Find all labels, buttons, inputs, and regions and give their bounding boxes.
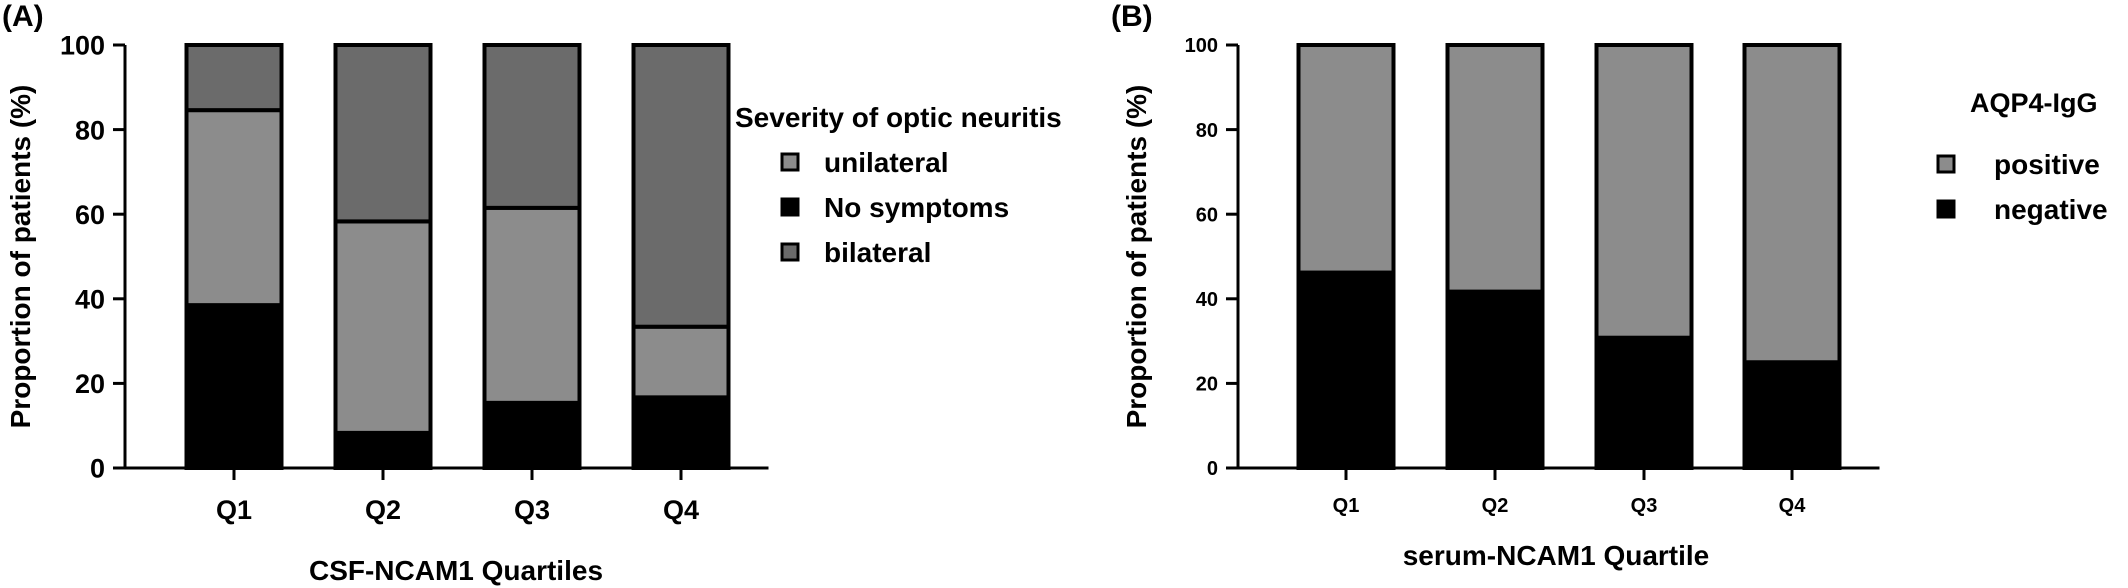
bar-segment-q4-bilateral xyxy=(631,43,731,329)
bar-segment-q3-no-symptoms xyxy=(482,400,582,470)
bar-segment-q2-no-symptoms xyxy=(333,430,433,470)
y-tick-label: 40 xyxy=(75,285,105,315)
bar-segment-q1-bilateral xyxy=(184,43,284,113)
legend-swatch-bilateral xyxy=(780,242,800,262)
bar-segment-q2-unilateral xyxy=(333,219,433,435)
panel-label-a: (A) xyxy=(2,0,44,33)
bar-segment-q2-bilateral xyxy=(333,43,433,224)
x-axis-label: CSF-NCAM1 Quartiles xyxy=(309,555,603,586)
y-tick-label: 0 xyxy=(90,454,105,484)
legend-label-no-symptoms: No symptoms xyxy=(824,192,1009,223)
bar-segment-q4-no-symptoms xyxy=(631,395,731,471)
y-tick-label: 100 xyxy=(60,31,105,61)
bar-segment-q4-positive xyxy=(1742,43,1842,365)
x-tick-label: Q3 xyxy=(514,495,550,525)
bar-segment-q3-unilateral xyxy=(482,205,582,405)
chart-b: 0 20 40 60 80 100 Q1 Q2 Q3 Q4 serum-NCAM1 Quartile… xyxy=(1121,35,2108,571)
y-axis-label: Proportion of patients (%) xyxy=(5,85,36,429)
bar-segment-q3-bilateral xyxy=(482,43,582,210)
legend-label-positive: positive xyxy=(1994,149,2100,180)
legend-label-unilateral: unilateral xyxy=(824,147,948,178)
legend-swatch-negative xyxy=(1936,199,1956,219)
legend-label-negative: negative xyxy=(1994,194,2108,225)
x-axis-label: serum-NCAM1 Quartile xyxy=(1403,540,1710,571)
bar-segment-q1-unilateral xyxy=(184,108,284,308)
x-tick-label: Q1 xyxy=(1333,495,1360,517)
legend-label-bilateral: bilateral xyxy=(824,237,931,268)
bar-segment-q1-no-symptoms xyxy=(184,303,284,470)
legend-swatch-no-symptoms xyxy=(780,197,800,217)
bar-segment-q4-unilateral xyxy=(631,324,731,400)
x-tick-label: Q4 xyxy=(1779,495,1807,517)
bar-segment-q1-positive xyxy=(1296,43,1396,275)
legend-swatch-unilateral xyxy=(780,152,800,172)
bar-segment-q2-negative xyxy=(1445,289,1545,471)
y-tick-label: 20 xyxy=(75,369,105,399)
bar-segment-q2-positive xyxy=(1445,43,1545,294)
bar-segment-q3-positive xyxy=(1594,43,1694,340)
x-tick-label: Q4 xyxy=(663,495,699,525)
chart-a: 0 20 40 60 80 100 Q1 Q2 Q3 Q4 CSF-NCAM1 Quartiles P… xyxy=(5,31,1062,586)
y-tick-label: 60 xyxy=(1196,204,1218,226)
bar-segment-q4-negative xyxy=(1742,360,1842,470)
x-tick-label: Q3 xyxy=(1631,495,1658,517)
bar-segment-q1-negative xyxy=(1296,270,1396,470)
y-tick-label: 100 xyxy=(1185,35,1218,57)
y-axis-label: Proportion of patients (%) xyxy=(1121,85,1152,429)
x-tick-label: Q1 xyxy=(216,495,252,525)
y-tick-label: 80 xyxy=(75,115,105,145)
x-tick-label: Q2 xyxy=(1482,495,1509,517)
y-tick-label: 40 xyxy=(1196,289,1218,311)
x-tick-label: Q2 xyxy=(365,495,401,525)
legend-title: AQP4-IgG xyxy=(1970,88,2098,118)
legend-swatch-positive xyxy=(1936,154,1956,174)
bar-segment-q3-negative xyxy=(1594,335,1694,470)
y-tick-label: 0 xyxy=(1207,458,1218,480)
panel-label-b: (B) xyxy=(1111,0,1153,33)
y-tick-label: 20 xyxy=(1196,374,1218,396)
y-tick-label: 80 xyxy=(1196,120,1218,142)
legend-title: Severity of optic neuritis xyxy=(735,102,1062,133)
y-tick-label: 60 xyxy=(75,200,105,230)
